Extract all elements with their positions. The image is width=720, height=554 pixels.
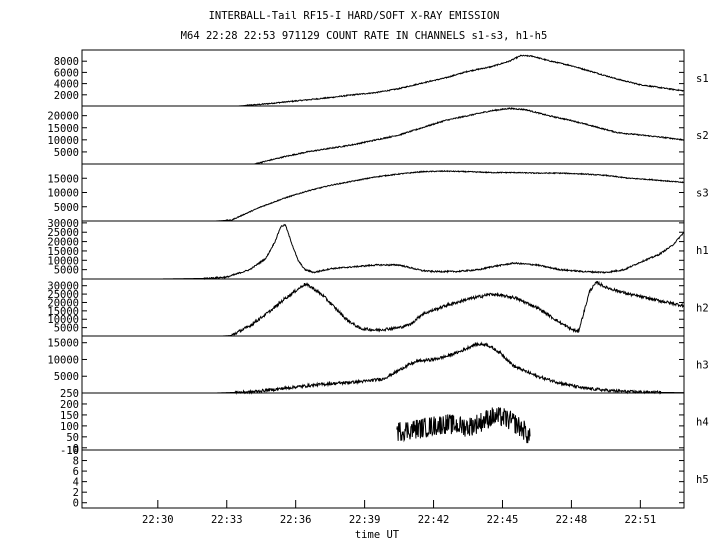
y-tick-label: 5000 xyxy=(54,323,79,335)
y-tick-label: 5000 xyxy=(54,202,79,214)
y-tick-label: 15000 xyxy=(47,246,79,258)
y-tick-label: 25000 xyxy=(47,289,79,301)
y-tick-label: 5000 xyxy=(54,265,79,277)
y-tick-label: 30000 xyxy=(47,281,79,293)
x-tick-label: 22:45 xyxy=(487,514,519,526)
y-tick-label: 150 xyxy=(60,410,79,422)
chart-subtitle: M64 22:28 22:53 971129 COUNT RATE IN CHA… xyxy=(181,30,548,42)
y-tick-label: 15000 xyxy=(47,123,79,135)
y-tick-label: -10 xyxy=(60,445,79,457)
x-tick-label: 22:33 xyxy=(211,514,243,526)
series-s1 xyxy=(238,54,685,107)
y-tick-label: 0 xyxy=(73,498,79,510)
y-tick-label: 5000 xyxy=(54,371,79,383)
y-tick-label: 2 xyxy=(73,487,79,499)
y-tick-label: 100 xyxy=(60,421,79,433)
panel-label-s3: s3 xyxy=(696,188,709,200)
panels: 2000400060008000s15000100001500020000s25… xyxy=(47,49,709,510)
y-tick-label: 200 xyxy=(60,399,79,411)
y-tick-label: 15000 xyxy=(47,338,79,350)
panel-label-h5: h5 xyxy=(696,474,709,486)
x-tick-label: 22:36 xyxy=(280,514,312,526)
panel-frame xyxy=(81,335,685,394)
series-h3 xyxy=(215,341,684,395)
series-h4 xyxy=(396,407,531,444)
y-tick-label: 15000 xyxy=(47,173,79,185)
y-tick-label: 30000 xyxy=(47,218,79,230)
y-tick-label: 20000 xyxy=(47,297,79,309)
y-tick-label: 8 xyxy=(73,456,79,468)
panel-frame xyxy=(81,49,685,107)
y-tick-label: 6000 xyxy=(54,67,79,79)
y-tick-label: 50 xyxy=(66,432,79,444)
x-tick-label: 22:51 xyxy=(625,514,657,526)
y-tick-label: 8000 xyxy=(54,56,79,68)
y-tick-label: 5000 xyxy=(54,147,79,159)
y-tick-label: 10000 xyxy=(47,314,79,326)
y-tick-label: 6 xyxy=(73,466,79,478)
panel-frame xyxy=(81,105,685,165)
series-h2 xyxy=(222,280,685,337)
panel-h3: 5000 10000 15000 h3 xyxy=(47,335,709,395)
chart-title: INTERBALL-Tail RF15-I HARD/SOFT X-RAY EM… xyxy=(209,10,500,22)
panel-frame xyxy=(81,392,685,451)
y-tick-label: 0 xyxy=(73,443,79,455)
y-tick-label: 4000 xyxy=(54,79,79,91)
x-tick-label: 22:30 xyxy=(142,514,174,526)
y-tick-label: 2000 xyxy=(54,90,79,102)
y-tick-label: 10000 xyxy=(47,188,79,200)
panel-frame xyxy=(81,278,685,337)
panel-label-s2: s2 xyxy=(696,130,709,142)
x-tick-label: 22:39 xyxy=(349,514,381,526)
series-s2 xyxy=(254,106,685,165)
panel-frame xyxy=(81,220,685,280)
y-tick-label: 10 xyxy=(66,445,79,457)
y-tick-label: 25000 xyxy=(47,227,79,239)
x-tick-label: 22:42 xyxy=(418,514,450,526)
panel-s3: 5000 10000 15000 s3 xyxy=(47,163,709,222)
x-axis: 22:30 22:33 22:36 22:39 22:42 22:45 22:48 22:51 xyxy=(142,500,656,526)
y-tick-label: 10000 xyxy=(47,135,79,147)
panel-label-h1: h1 xyxy=(696,245,709,257)
panel-frame xyxy=(81,163,685,222)
y-tick-label: 15000 xyxy=(47,306,79,318)
y-tick-label: 20000 xyxy=(47,237,79,249)
y-tick-label: 20000 xyxy=(47,111,79,123)
y-tick-label: 4 xyxy=(73,477,79,489)
x-axis-label: time UT xyxy=(355,529,400,541)
panel-label-s1: s1 xyxy=(696,73,709,85)
y-tick-label: 10000 xyxy=(47,255,79,267)
panel-label-h3: h3 xyxy=(696,360,709,372)
panel-label-h2: h2 xyxy=(696,303,709,315)
x-tick-label: 22:48 xyxy=(556,514,588,526)
series-s3 xyxy=(215,169,685,222)
series-h1 xyxy=(157,223,685,281)
panel-label-h4: h4 xyxy=(696,417,709,429)
panel-frame xyxy=(81,449,685,509)
y-tick-label: 250 xyxy=(60,388,79,400)
y-tick-label: 10000 xyxy=(47,354,79,366)
